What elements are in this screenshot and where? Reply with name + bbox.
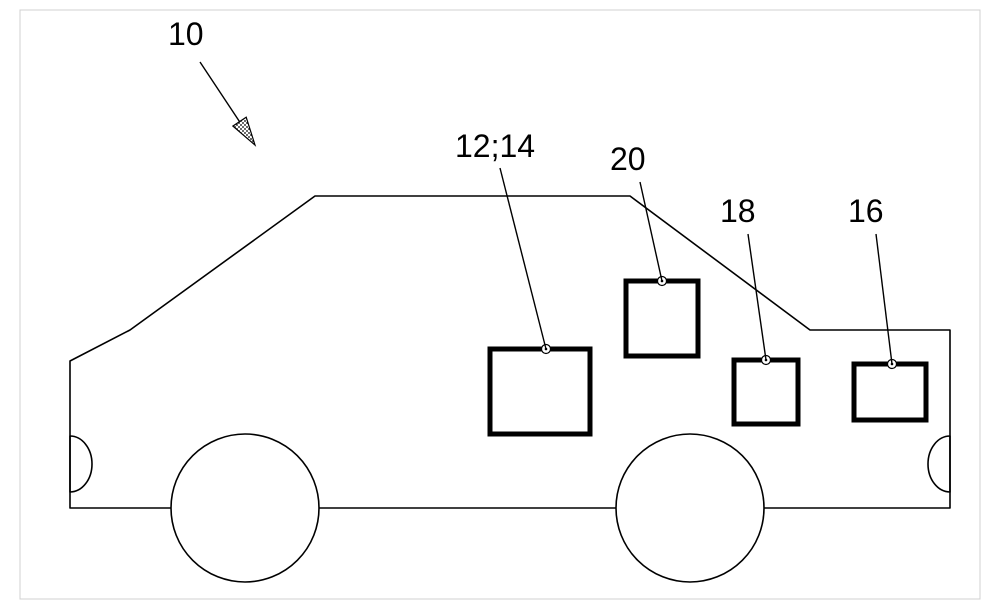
label-20: 20 [610, 141, 646, 177]
label-18: 18 [720, 193, 756, 229]
car-wheel-1 [171, 434, 319, 582]
front-light [928, 436, 950, 492]
label-16: 16 [848, 193, 884, 229]
label-20-leader [640, 182, 662, 281]
leader-arrow-head [233, 117, 255, 145]
car-wheel-2 [616, 434, 764, 582]
leader-arrow-shaft [200, 62, 240, 122]
car-outline [70, 196, 950, 582]
box-20 [626, 281, 698, 356]
label-10: 10 [168, 16, 204, 52]
rear-light [70, 436, 92, 492]
label-18-leader [748, 234, 766, 360]
box-18 [734, 360, 798, 424]
label-12-14: 12;14 [455, 128, 535, 164]
label-12-14-leader [500, 168, 546, 349]
label-16-leader [876, 234, 892, 364]
box-16 [854, 364, 926, 420]
box-12-14 [490, 349, 590, 434]
